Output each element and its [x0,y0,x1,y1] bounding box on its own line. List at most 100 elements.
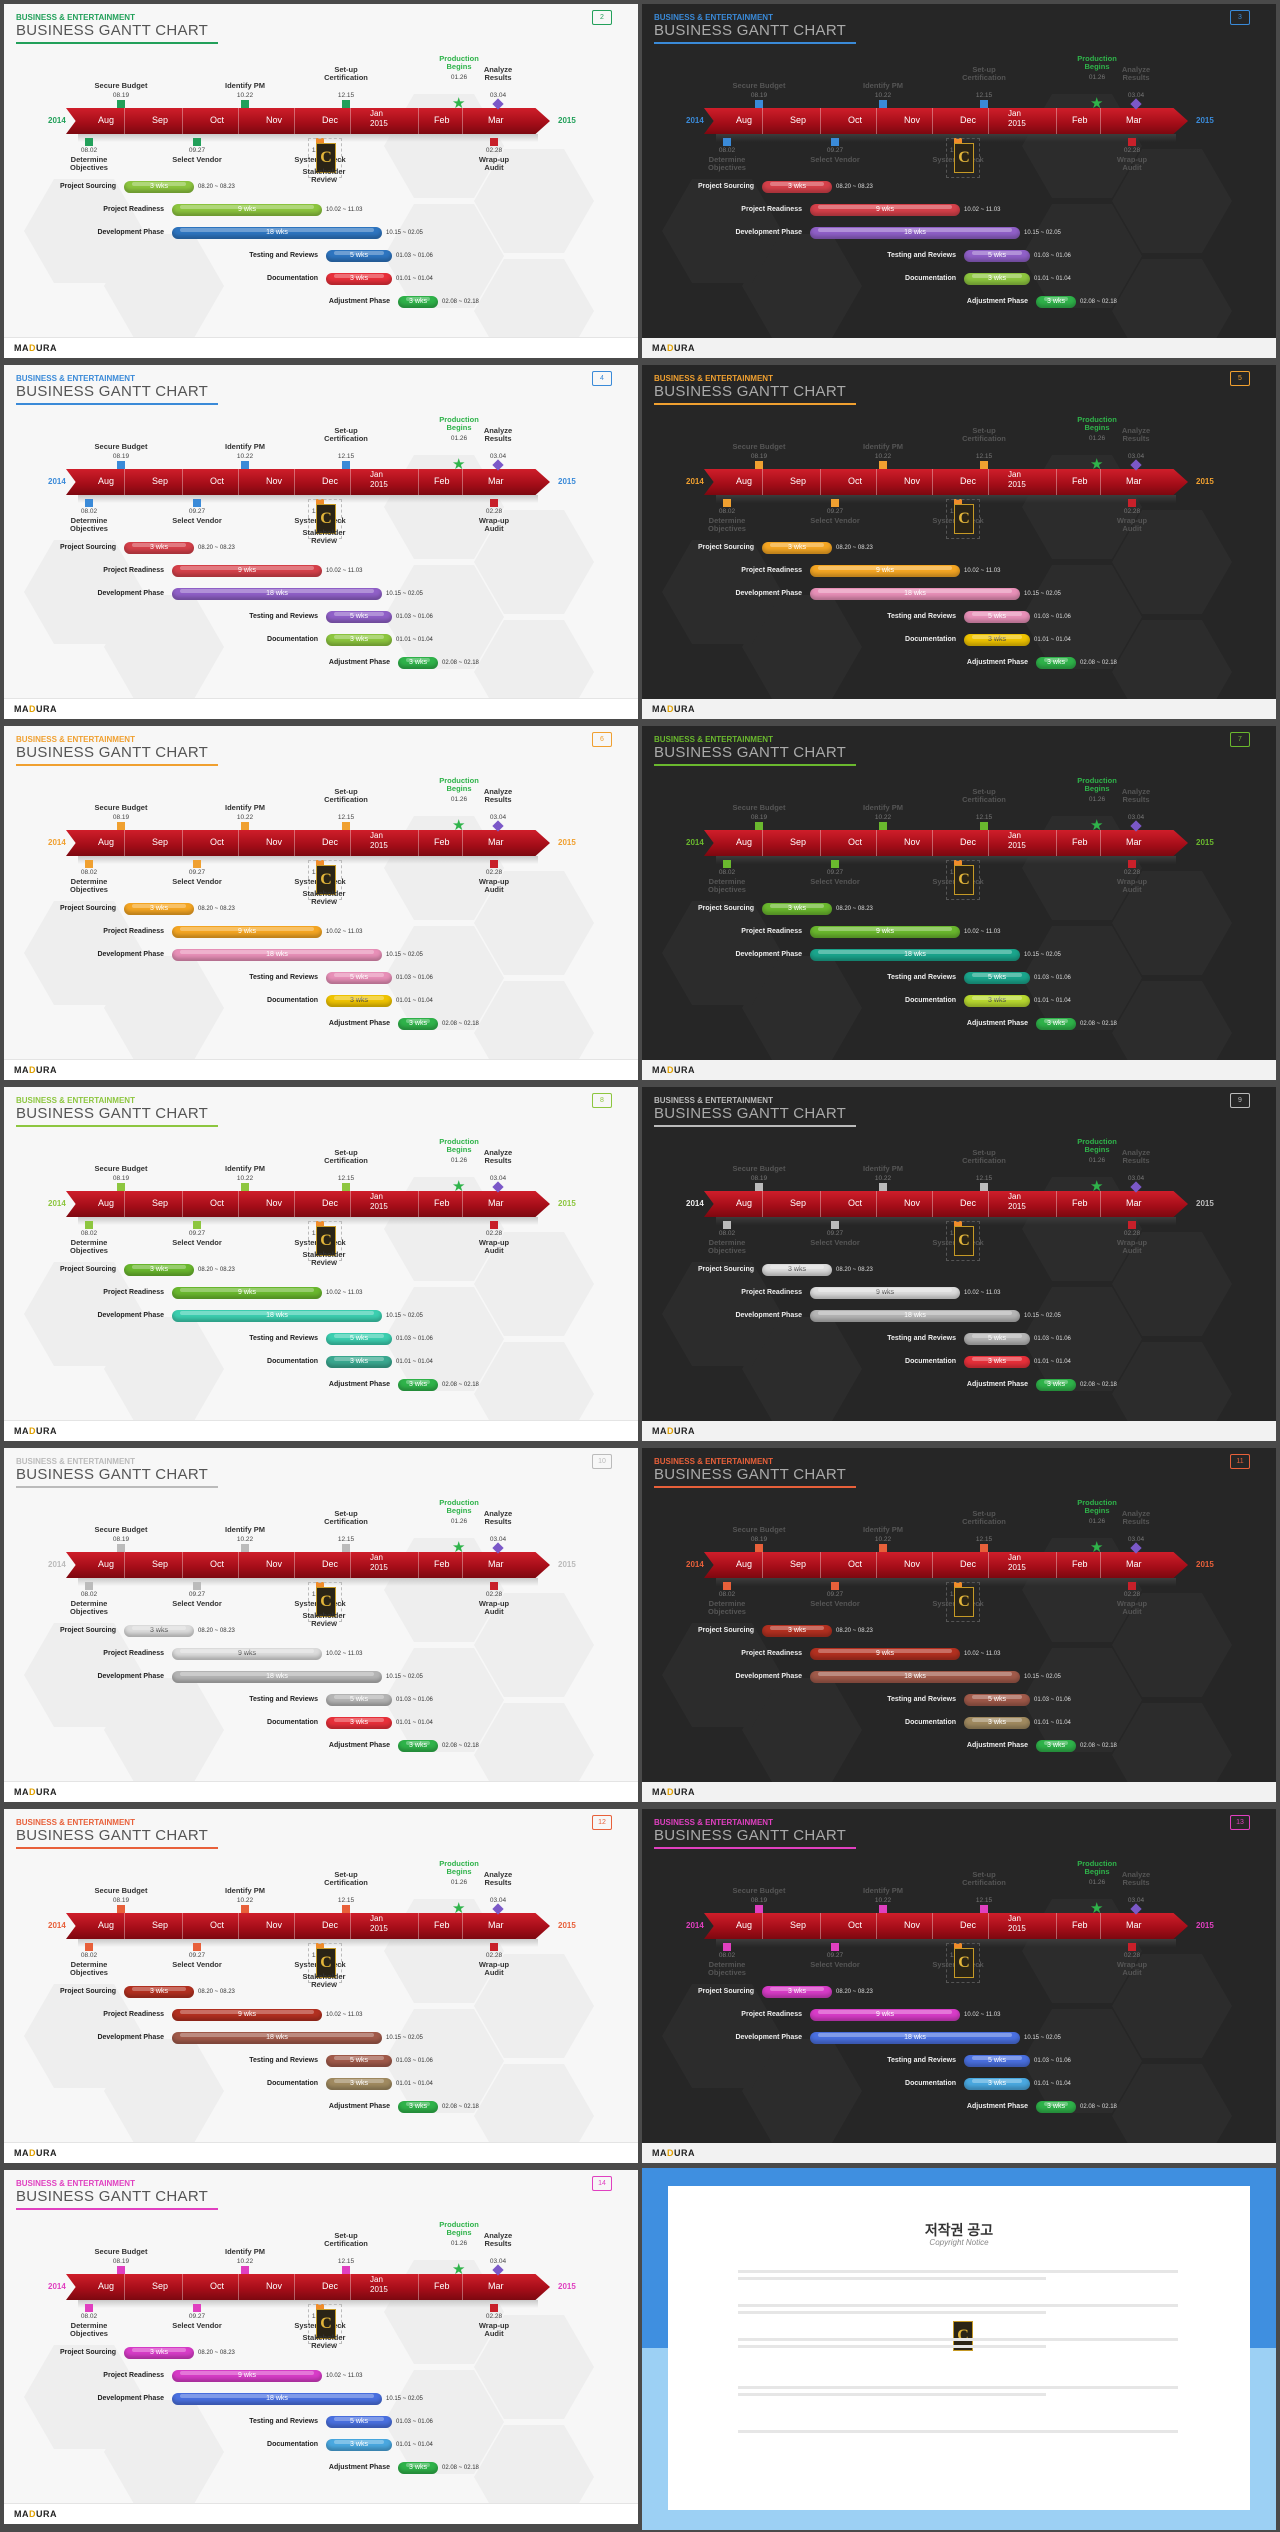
milestone-marker [831,1582,839,1590]
month-label: Dec [322,2281,339,2291]
task-date-range: 01.01 ~ 01.04 [396,276,433,282]
milestone-date: 08.19 [112,453,130,460]
month-label: Sep [152,1920,169,1930]
task-bar: 3 wks [964,2078,1030,2090]
task-date-range: 08.20 ~ 08.23 [198,184,235,190]
notice-text-line [738,2277,1046,2280]
month-label: Oct [848,1559,863,1569]
milestone-marker [831,860,839,868]
task-label: Documentation [267,2080,318,2087]
milestone-label: Select Vendor [810,1960,860,1969]
month-divider [820,1552,821,1578]
month-divider [932,1552,933,1578]
milestone-marker [723,860,731,868]
month-divider [988,469,989,495]
brand-logo-icon: C [954,1948,974,1978]
month-label: Feb [1072,115,1088,125]
month-label: Nov [904,1198,921,1208]
slide-footer: MADURA [4,2503,638,2524]
milestone-date: 12.15 [337,92,355,99]
brand-logo-icon: C [316,2309,336,2339]
month-divider [124,1552,125,1578]
hex-decoration [474,1232,594,1336]
milestone-marker [316,1221,324,1229]
task-date-range: 08.20 ~ 08.23 [836,184,873,190]
month-divider [238,1913,239,1939]
milestone-marker [1130,459,1142,471]
month-divider [182,1191,183,1217]
milestone-date: 08.02 [718,1952,736,1959]
task-bar: 3 wks [124,181,194,193]
month-label: Nov [266,2281,283,2291]
production-label: Production Begins [1077,776,1117,793]
task-label: Documentation [267,997,318,1004]
milestone-date: 08.02 [80,1591,98,1598]
stakeholder-review-box: C [308,2304,342,2344]
production-date: 01.26 [450,796,468,803]
milestone-marker [193,2304,201,2312]
task-label: Project Sourcing [697,1627,754,1634]
month-divider [182,1552,183,1578]
milestone-date: 10.22 [874,814,892,821]
month-label: Jan 2015 [1008,1914,1026,1933]
brand-logo-accent: D [29,1426,36,1436]
milestone-date: 08.19 [112,1536,130,1543]
title-underline [654,1847,856,1849]
milestone-label: Set-up Certification [324,787,368,804]
task-label: Development Phase [97,1673,164,1680]
milestone-label: Select Vendor [172,1960,222,1969]
month-divider [876,1191,877,1217]
milestone-label: Determine Objectives [708,155,746,172]
milestone-marker [1128,1221,1136,1229]
milestone-label: Determine Objectives [70,1238,108,1255]
year-start-label: 2014 [48,1560,66,1569]
milestone-label: Determine Objectives [70,1599,108,1616]
task-date-range: 02.08 ~ 02.18 [1080,1382,1117,1388]
task-bar: 5 wks [964,250,1030,262]
month-divider [418,469,419,495]
task-bar: 3 wks [762,903,832,915]
milestone-label: Wrap-up Audit [1116,516,1148,533]
page-number-icon: 3 [1230,10,1250,25]
milestone-label: Identify PM [862,1525,903,1534]
task-bar: 3 wks [762,1986,832,1998]
milestone-label: Set-up Certification [962,65,1006,82]
slide-2: BUSINESS & ENTERTAINMENT BUSINESS GANTT C… [4,4,638,358]
task-label: Project Readiness [741,1289,802,1296]
task-date-range: 02.08 ~ 02.18 [1080,1021,1117,1027]
year-end-label: 2015 [1196,1560,1214,1569]
milestone-date: 08.19 [112,92,130,99]
month-divider [1100,108,1101,134]
stakeholder-review-box: C [308,499,342,539]
milestone-label: Select Vendor [810,1599,860,1608]
star-icon: ★ [1090,1539,1104,1556]
slide-footer: MADURA [4,2142,638,2163]
brand-logo: MADURA [652,704,695,714]
month-label: Aug [98,1198,115,1208]
milestone-label: Analyze Results [1121,1148,1151,1165]
month-divider [762,1552,763,1578]
production-label: Production Begins [1077,1137,1117,1154]
task-bar: 18 wks [810,227,1020,239]
milestone-date: 08.02 [80,1230,98,1237]
task-date-range: 01.01 ~ 01.04 [1034,276,1071,282]
month-label: Sep [790,476,807,486]
slide-5: BUSINESS & ENTERTAINMENT BUSINESS GANTT C… [642,365,1276,719]
task-date-range: 10.02 ~ 11.03 [326,568,363,574]
month-label: Nov [266,837,283,847]
task-label: Project Readiness [103,2011,164,2018]
milestone-date: 03.04 [1127,1536,1145,1543]
task-label: Project Sourcing [59,1627,116,1634]
milestone-date: 08.02 [80,1952,98,1959]
task-label: Development Phase [97,2395,164,2402]
production-label: Production Begins [439,1859,479,1876]
task-date-range: 10.15 ~ 02.05 [386,591,423,597]
task-date-range: 10.02 ~ 11.03 [326,1290,363,1296]
milestone-label: Secure Budget [94,803,148,812]
month-divider [988,1913,989,1939]
milestone-marker [879,822,887,830]
page-number-icon: 9 [1230,1093,1250,1108]
slide-footer: MADURA [642,1782,1276,1802]
category-label: BUSINESS & ENTERTAINMENT [16,1818,135,1827]
